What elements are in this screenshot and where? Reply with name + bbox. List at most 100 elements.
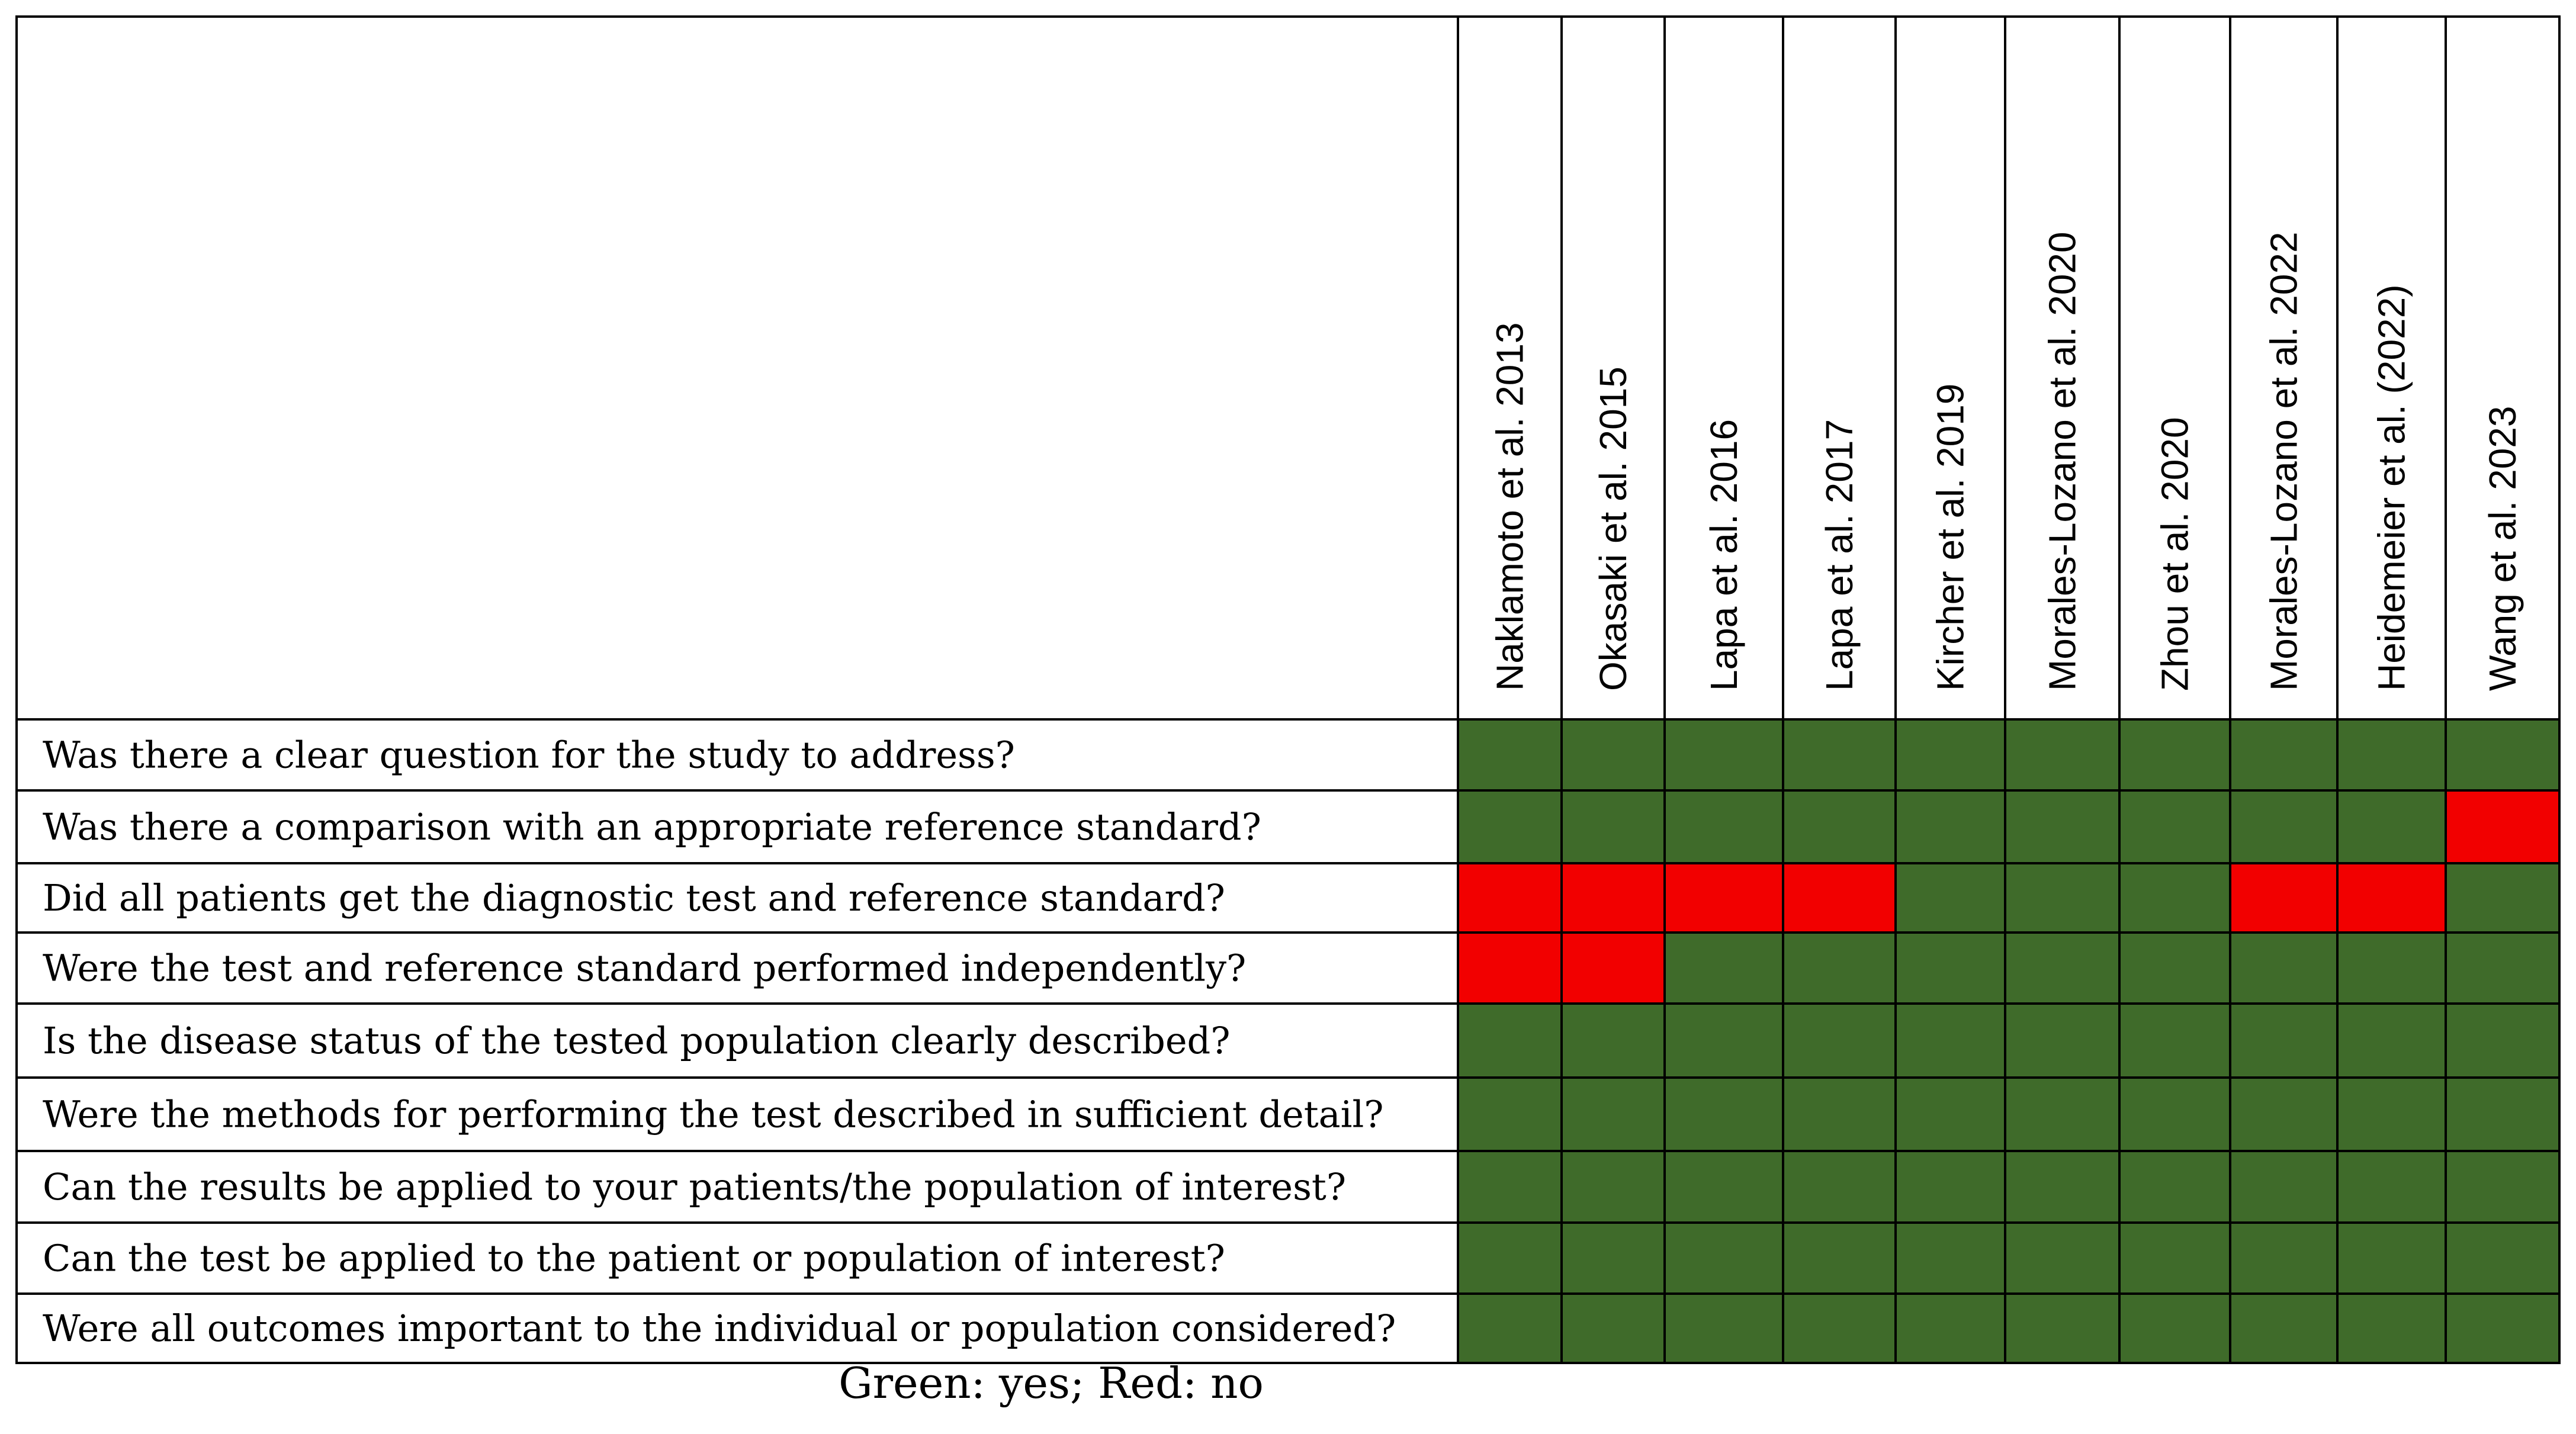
study-label: Lapa et al. 2017: [1818, 419, 1861, 691]
cell-yes: [2230, 1004, 2337, 1078]
cell-yes: [2005, 1151, 2119, 1223]
cell-yes: [1783, 1294, 1896, 1363]
cell-yes: [1896, 719, 2005, 790]
cell-no: [1562, 933, 1665, 1004]
cell-yes: [1896, 933, 2005, 1004]
cell-yes: [2230, 1223, 2337, 1294]
cell-no: [2446, 790, 2559, 863]
cell-yes: [1458, 1151, 1562, 1223]
cell-yes: [2119, 1223, 2230, 1294]
cell-yes: [1458, 719, 1562, 790]
cell-yes: [2446, 1294, 2559, 1363]
cell-yes: [2337, 1223, 2446, 1294]
cell-no: [1562, 863, 1665, 933]
cell-yes: [1562, 1151, 1665, 1223]
cell-yes: [1562, 1078, 1665, 1151]
cell-yes: [1665, 1004, 1783, 1078]
cell-yes: [1783, 1223, 1896, 1294]
cell-yes: [2446, 863, 2559, 933]
question-label: Was there a comparison with an appropria…: [43, 805, 1261, 848]
cell-yes: [2119, 790, 2230, 863]
cell-yes: [2446, 1151, 2559, 1223]
cell-no: [2230, 863, 2337, 933]
question-label: Can the test be applied to the patient o…: [43, 1237, 1225, 1280]
cell-yes: [1458, 1223, 1562, 1294]
cell-yes: [2337, 719, 2446, 790]
cell-yes: [1562, 1223, 1665, 1294]
cell-yes: [1783, 1151, 1896, 1223]
cell-yes: [1896, 1294, 2005, 1363]
cell-yes: [2005, 790, 2119, 863]
study-label: Okasaki et al. 2015: [1592, 366, 1634, 691]
cell-no: [1783, 863, 1896, 933]
cell-yes: [1665, 790, 1783, 863]
cell-yes: [2230, 1078, 2337, 1151]
cell-yes: [1665, 1223, 1783, 1294]
question-label: Was there a clear question for the study…: [43, 734, 1015, 777]
cell-yes: [1896, 1223, 2005, 1294]
cell-yes: [2005, 1004, 2119, 1078]
cell-no: [2337, 863, 2446, 933]
cell-yes: [1458, 1004, 1562, 1078]
study-label: Morales-Lozano et al. 2020: [2041, 232, 2084, 691]
question-label: Were the methods for performing the test…: [43, 1093, 1384, 1136]
study-label: Wang et al. 2023: [2481, 406, 2524, 692]
cell-yes: [2230, 933, 2337, 1004]
cell-yes: [1896, 1078, 2005, 1151]
question-label: Is the disease status of the tested popu…: [43, 1019, 1230, 1062]
cell-yes: [2119, 933, 2230, 1004]
cell-yes: [2005, 863, 2119, 933]
cell-yes: [1783, 790, 1896, 863]
cell-yes: [1665, 1078, 1783, 1151]
cell-yes: [2337, 1294, 2446, 1363]
cell-yes: [1783, 719, 1896, 790]
cell-yes: [2005, 933, 2119, 1004]
cell-yes: [2005, 719, 2119, 790]
cell-no: [1458, 863, 1562, 933]
cell-yes: [1896, 1151, 2005, 1223]
cell-yes: [2446, 1078, 2559, 1151]
cell-yes: [2230, 719, 2337, 790]
study-label: Kircher et al. 2019: [1929, 384, 1972, 691]
cell-yes: [2119, 863, 2230, 933]
cell-yes: [2119, 719, 2230, 790]
cell-yes: [1783, 1078, 1896, 1151]
study-label: Lapa et al. 2016: [1703, 419, 1745, 691]
cell-yes: [1783, 933, 1896, 1004]
question-label: Were all outcomes important to the indiv…: [43, 1307, 1396, 1350]
cell-yes: [1896, 863, 2005, 933]
cell-yes: [2005, 1078, 2119, 1151]
cell-yes: [2119, 1078, 2230, 1151]
cell-yes: [1665, 1294, 1783, 1363]
cell-yes: [1783, 1004, 1896, 1078]
question-label: Were the test and reference standard per…: [43, 947, 1246, 990]
cell-yes: [2446, 1004, 2559, 1078]
cell-yes: [2005, 1294, 2119, 1363]
question-label: Can the results be applied to your patie…: [43, 1165, 1346, 1208]
cell-yes: [2337, 1151, 2446, 1223]
study-label: Zhou et al. 2020: [2154, 417, 2196, 691]
cell-yes: [2119, 1294, 2230, 1363]
cell-no: [1665, 863, 1783, 933]
cell-yes: [1458, 1078, 1562, 1151]
legend-caption: Green: yes; Red: no: [839, 1358, 1264, 1408]
cell-yes: [2446, 933, 2559, 1004]
study-label: Heidemeier et al. (2022): [2371, 284, 2413, 691]
cell-yes: [1562, 1004, 1665, 1078]
study-label: Naklamoto et al. 2013: [1489, 322, 1531, 691]
cell-yes: [1458, 790, 1562, 863]
cell-yes: [2005, 1223, 2119, 1294]
cell-yes: [2337, 790, 2446, 863]
table-border: [15, 15, 2561, 1364]
cell-yes: [1562, 1294, 1665, 1363]
cell-yes: [1562, 719, 1665, 790]
cell-yes: [1665, 933, 1783, 1004]
cell-yes: [1896, 790, 2005, 863]
cell-yes: [2230, 1294, 2337, 1363]
cell-yes: [2230, 1151, 2337, 1223]
cell-yes: [2446, 1223, 2559, 1294]
cell-yes: [1562, 790, 1665, 863]
cell-yes: [2230, 790, 2337, 863]
cell-yes: [1665, 1151, 1783, 1223]
